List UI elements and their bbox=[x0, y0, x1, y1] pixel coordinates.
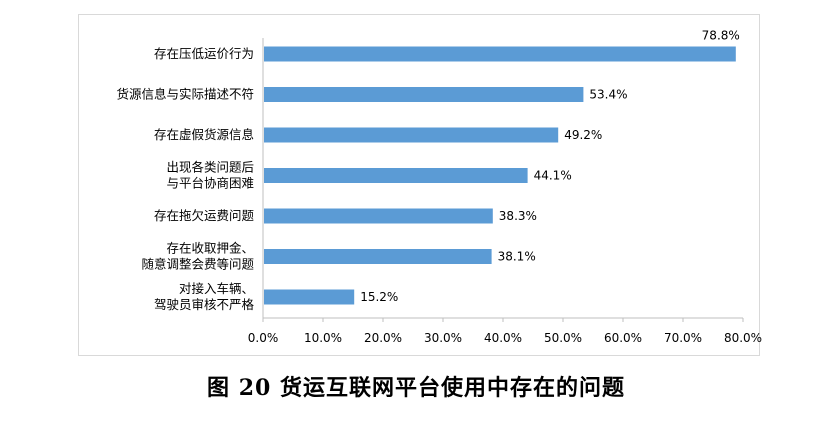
x-tick-label: 60.0% bbox=[604, 331, 642, 345]
x-tick-label: 30.0% bbox=[424, 331, 462, 345]
x-tick-label: 0.0% bbox=[248, 331, 279, 345]
bar-value-label: 38.3% bbox=[499, 209, 537, 223]
category-label: 驾驶员审核不严格 bbox=[154, 297, 255, 312]
category-label: 与平台协商困难 bbox=[166, 176, 254, 191]
x-tick-label: 20.0% bbox=[364, 331, 402, 345]
bar bbox=[264, 249, 492, 264]
x-tick-label: 10.0% bbox=[304, 331, 342, 345]
category-label: 存在虚假货源信息 bbox=[154, 127, 254, 142]
bar bbox=[264, 168, 528, 183]
bar bbox=[264, 127, 559, 143]
x-tick-label: 80.0% bbox=[724, 331, 762, 345]
category-label: 对接入车辆、 bbox=[179, 281, 254, 296]
category-label: 存在收取押金、 bbox=[166, 241, 254, 256]
category-label: 货源信息与实际描述不符 bbox=[116, 87, 254, 102]
bar bbox=[264, 289, 355, 305]
figure-caption: 图 20 货运互联网平台使用中存在的问题 bbox=[207, 375, 625, 401]
bar-value-label: 49.2% bbox=[564, 128, 602, 142]
bar bbox=[264, 87, 584, 102]
bar-value-label: 53.4% bbox=[589, 88, 627, 102]
bar bbox=[264, 208, 493, 224]
category-label: 存在拖欠运费问题 bbox=[154, 208, 255, 223]
x-tick-label: 40.0% bbox=[484, 331, 522, 345]
bar-value-label: 78.8% bbox=[702, 29, 740, 43]
bar bbox=[264, 46, 736, 62]
chart-area bbox=[78, 14, 760, 356]
category-label: 出现各类问题后 bbox=[166, 160, 254, 175]
bar-value-label: 15.2% bbox=[360, 290, 398, 304]
category-label: 随意调整会费等问题 bbox=[141, 257, 254, 272]
x-tick-label: 50.0% bbox=[544, 331, 582, 345]
x-tick-label: 70.0% bbox=[664, 331, 702, 345]
category-label: 存在压低运价行为 bbox=[154, 46, 254, 61]
bar-value-label: 38.1% bbox=[498, 250, 536, 264]
bar-value-label: 44.1% bbox=[534, 169, 572, 183]
